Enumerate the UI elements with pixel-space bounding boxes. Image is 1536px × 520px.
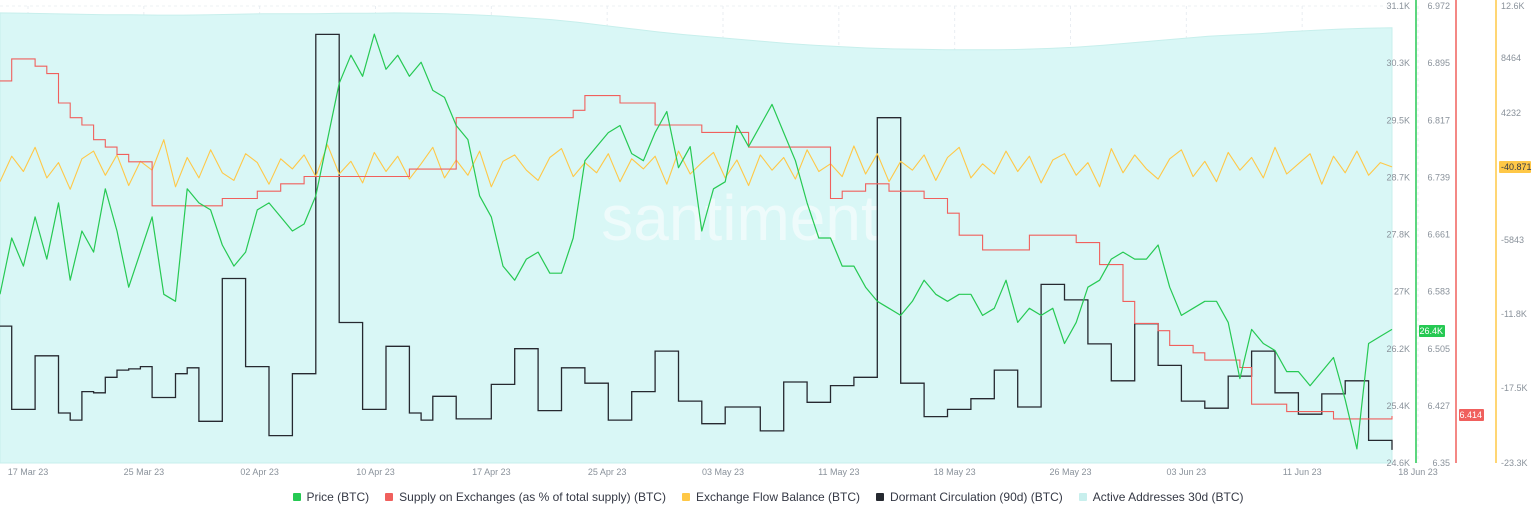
flow-tick-label: -17.5K xyxy=(1501,383,1528,393)
legend-item-active[interactable]: Active Addresses 30d (BTC) xyxy=(1078,490,1244,504)
supply-tick-label: 6.583 xyxy=(1427,287,1450,297)
x-tick-label: 17 Apr 23 xyxy=(472,467,511,477)
flow-current-badge-bg xyxy=(1499,161,1531,173)
x-tick-label: 03 Jun 23 xyxy=(1167,467,1207,477)
supply-current-badge-bg xyxy=(1459,409,1484,421)
price-tick-label: 26.2K xyxy=(1386,344,1410,354)
legend-label-supply: Supply on Exchanges (as % of total suppl… xyxy=(399,490,666,504)
price-tick-label: 27.8K xyxy=(1386,230,1410,240)
price-tick-label: 25.4K xyxy=(1386,401,1410,411)
legend-swatch-supply xyxy=(385,493,394,501)
supply-tick-label: 6.661 xyxy=(1427,230,1450,240)
flow-tick-label: 4232 xyxy=(1501,108,1521,118)
watermark-text: santiment xyxy=(601,182,879,254)
legend-item-dormant[interactable]: Dormant Circulation (90d) (BTC) xyxy=(876,490,1063,504)
supply-tick-label: 6.35 xyxy=(1432,458,1450,468)
price-current-badge-bg xyxy=(1419,325,1445,337)
legend: Price (BTC) Supply on Exchanges (as % of… xyxy=(0,490,1536,504)
legend-swatch-active xyxy=(1078,493,1087,501)
x-tick-label: 10 Apr 23 xyxy=(356,467,395,477)
supply-tick-label: 6.739 xyxy=(1427,172,1450,182)
legend-swatch-dormant xyxy=(876,493,885,501)
exchange-flow-line xyxy=(0,139,1393,190)
price-tick-label: 24.6K xyxy=(1386,458,1410,468)
flow-current-badge-text: -40.871 xyxy=(1501,162,1532,172)
legend-label-flow: Exchange Flow Balance (BTC) xyxy=(695,490,861,504)
x-tick-label: 02 Apr 23 xyxy=(240,467,279,477)
legend-swatch-price xyxy=(292,493,301,501)
active-addresses-area-path xyxy=(0,12,1393,464)
price-tick-label: 28.7K xyxy=(1386,172,1410,182)
x-tick-label: 18 May 23 xyxy=(934,467,976,477)
legend-item-price[interactable]: Price (BTC) xyxy=(292,490,370,504)
supply-tick-label: 6.972 xyxy=(1427,1,1450,11)
legend-label-dormant: Dormant Circulation (90d) (BTC) xyxy=(890,490,1063,504)
supply-tick-label: 6.895 xyxy=(1427,58,1450,68)
x-tick-label: 03 May 23 xyxy=(702,467,744,477)
dormant-circulation-line xyxy=(0,33,1393,450)
supply-current-badge-text: 6.414 xyxy=(1459,410,1482,420)
x-tick-label: 25 Apr 23 xyxy=(588,467,627,477)
legend-swatch-flow xyxy=(681,493,690,501)
flow-tick-label: -11.8K xyxy=(1501,309,1527,319)
supply-tick-label: 6.817 xyxy=(1427,115,1450,125)
supply-on-exchanges-line xyxy=(0,58,1393,420)
x-tick-label: 25 Mar 23 xyxy=(124,467,165,477)
legend-item-supply[interactable]: Supply on Exchanges (as % of total suppl… xyxy=(385,490,666,504)
legend-label-price: Price (BTC) xyxy=(306,490,370,504)
active-addresses-area xyxy=(0,12,1393,464)
supply-tick-label: 6.427 xyxy=(1427,401,1450,411)
x-tick-label: 11 Jun 23 xyxy=(1283,467,1322,477)
x-tick-label: 26 May 23 xyxy=(1049,467,1091,477)
price-current-badge-text: 26.4K xyxy=(1419,326,1443,336)
chart-canvas: santiment 17 Mar 23 25 Mar 23 02 Apr 23 10 … xyxy=(0,0,1532,477)
watermark: santiment xyxy=(601,182,879,254)
series xyxy=(0,33,1393,450)
legend-item-flow[interactable]: Exchange Flow Balance (BTC) xyxy=(681,490,861,504)
x-tick-label: 18 Jun 23 xyxy=(1398,467,1438,477)
price-tick-label: 30.3K xyxy=(1386,58,1410,68)
flow-tick-label: 12.6K xyxy=(1501,1,1525,11)
axes: 17 Mar 23 25 Mar 23 02 Apr 23 10 Apr 23 17 A… xyxy=(8,0,1532,477)
supply-tick-label: 6.505 xyxy=(1427,344,1450,354)
legend-label-active: Active Addresses 30d (BTC) xyxy=(1092,490,1244,504)
flow-tick-label: -23.3K xyxy=(1501,458,1528,468)
flow-tick-label: 8464 xyxy=(1501,53,1521,63)
x-tick-label: 11 May 23 xyxy=(818,467,859,477)
price-tick-label: 31.1K xyxy=(1386,1,1410,11)
price-tick-label: 27K xyxy=(1394,287,1410,297)
price-tick-label: 29.5K xyxy=(1386,115,1410,125)
flow-tick-label: -5843 xyxy=(1501,235,1524,245)
x-tick-label: 17 Mar 23 xyxy=(8,467,49,477)
price-line xyxy=(0,33,1393,450)
